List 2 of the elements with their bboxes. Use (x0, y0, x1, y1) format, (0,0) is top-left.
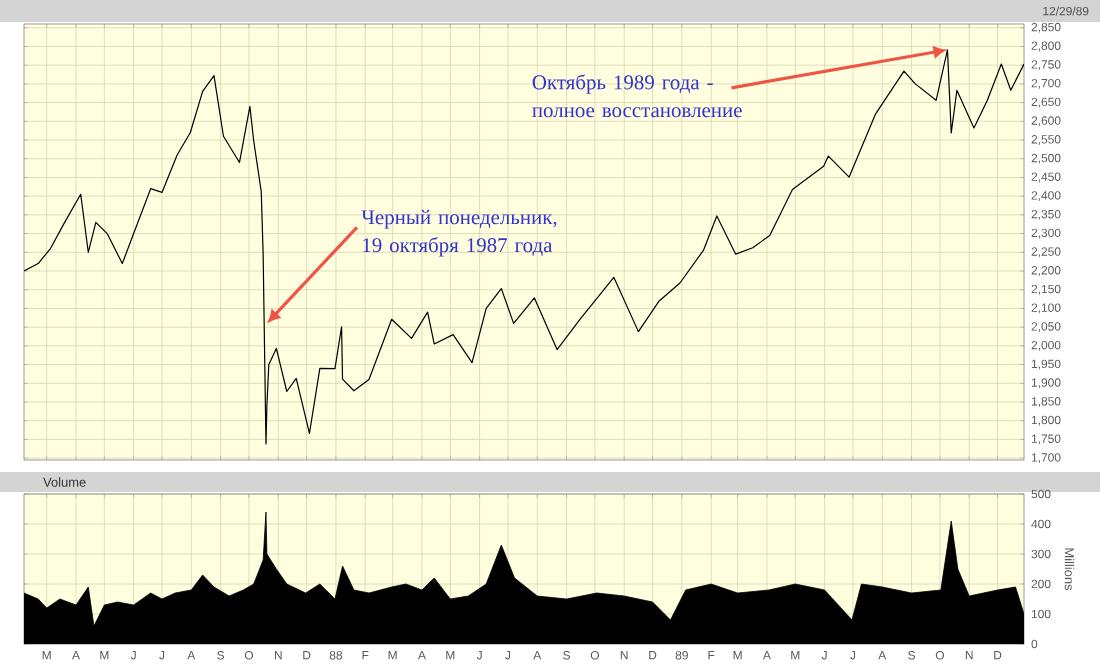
annotation: Октябрь 1989 года - полное восстановление (532, 74, 742, 118)
annotation: Черный понедельник, 19 октября 1987 года (361, 209, 557, 257)
